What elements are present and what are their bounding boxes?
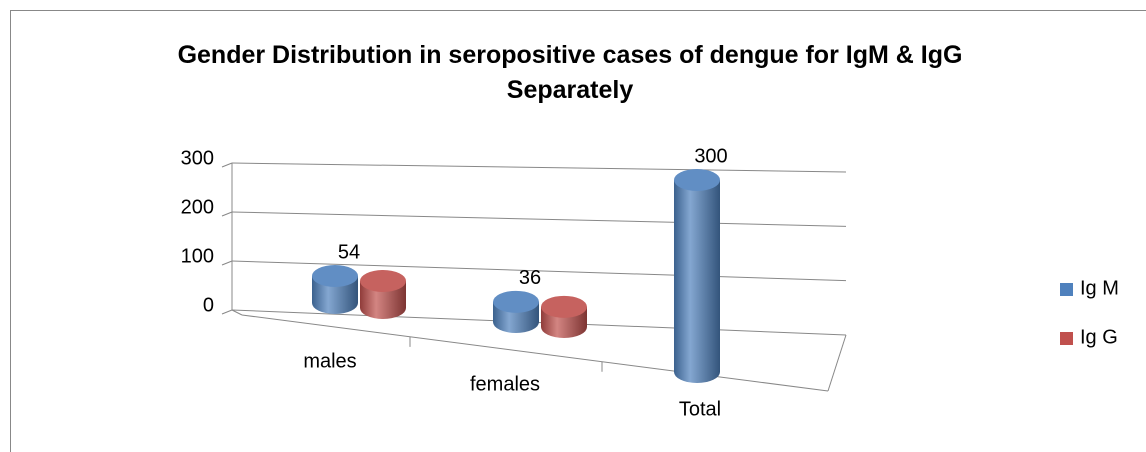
legend-label: Ig M	[1080, 277, 1119, 299]
grid-line	[231, 211, 847, 227]
tick-mark	[221, 260, 233, 266]
chart-frame	[10, 10, 1146, 452]
grid-line	[231, 162, 847, 173]
grid-line	[231, 260, 847, 282]
x-tick-label: Total	[679, 398, 721, 420]
bar-top	[541, 295, 587, 318]
y-tick-label: 0	[203, 294, 214, 316]
tick-mark	[221, 211, 233, 217]
floor-edge	[241, 314, 829, 392]
data-label: 54	[338, 241, 360, 263]
tick-mark	[221, 162, 233, 168]
floor-edge	[827, 334, 847, 392]
chart-title: Gender Distribution in seropositive case…	[177, 41, 963, 104]
bar	[312, 265, 358, 314]
bar-top	[312, 265, 358, 287]
y-tick-label: 300	[181, 147, 214, 169]
x-tick-label: males	[303, 350, 356, 372]
data-label: 300	[694, 145, 727, 167]
bar-top	[493, 290, 539, 313]
floor-edge	[231, 309, 243, 316]
bar	[360, 270, 406, 319]
bar	[493, 290, 539, 333]
y-tick-label: 100	[181, 245, 214, 267]
legend-swatch	[1060, 332, 1073, 345]
legend-label: Ig G	[1080, 326, 1118, 348]
legend-swatch	[1060, 283, 1073, 296]
bar-top	[360, 270, 406, 292]
x-tick-label: females	[470, 373, 540, 395]
bar	[541, 295, 587, 338]
bar-body	[674, 180, 720, 383]
bar-top	[674, 169, 720, 191]
bar	[674, 169, 720, 383]
tick-mark	[221, 309, 233, 315]
grid-line	[231, 309, 847, 336]
y-tick-label: 200	[181, 196, 214, 218]
data-label: 36	[519, 267, 541, 289]
